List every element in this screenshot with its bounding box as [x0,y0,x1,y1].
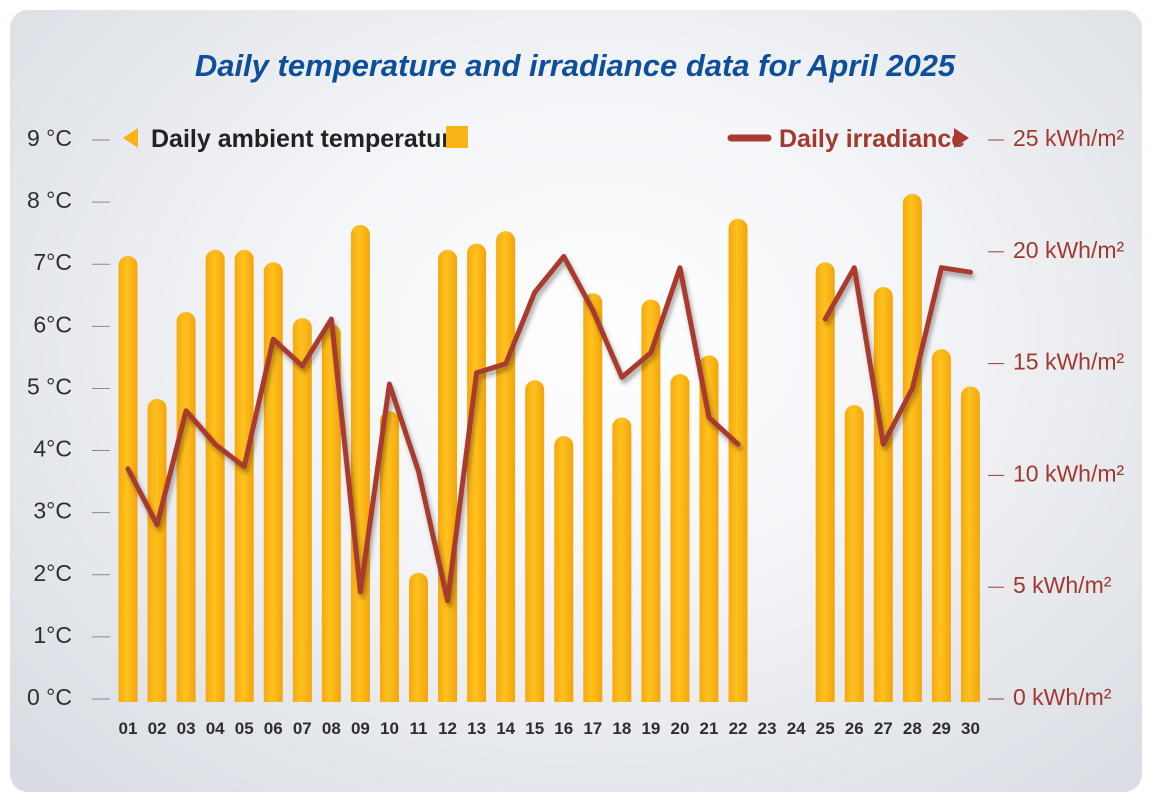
temperature-bar-03 [176,311,196,702]
left-y-tick-label: 2°C [33,560,72,586]
right-y-tick-label: 20 kWh/m² [1013,237,1125,263]
x-tick-label-27: 27 [874,719,893,738]
x-tick-label-12: 12 [438,719,457,738]
temperature-bar-19 [641,299,661,702]
temperature-bar-27 [873,287,893,702]
x-tick-label-01: 01 [119,719,138,738]
x-tick-label-08: 08 [322,719,341,738]
right-y-tick-label: 5 kWh/m² [1013,572,1112,598]
x-tick-label-20: 20 [670,719,689,738]
legend-irradiance: Daily irradiance [727,125,969,153]
left-y-tick-label: 3°C [33,498,72,524]
left-y-tick-label: 7°C [33,249,72,275]
x-tick-label-06: 06 [264,719,283,738]
temperature-bar-06 [263,262,283,702]
x-tick-label-04: 04 [206,719,225,738]
temperature-bar-09 [350,224,370,702]
left-y-tick-label: 8 °C [27,187,72,213]
legend-temperature-left-arrow-icon [123,128,138,148]
x-tick-label-29: 29 [932,719,951,738]
right-y-tick-label: 0 kWh/m² [1013,684,1112,710]
left-y-tick-label: 1°C [33,622,72,648]
left-y-tick-label: 5 °C [27,373,72,399]
left-y-tick-label: 0 °C [27,684,72,710]
x-tick-label-22: 22 [729,719,748,738]
x-tick-label-23: 23 [758,719,777,738]
x-tick-label-14: 14 [496,719,515,738]
temperature-bar-05 [234,249,254,703]
temperature-bar-25 [815,262,835,702]
legend-temperature-swatch-icon [446,126,468,148]
temperature-bars [118,193,980,703]
x-tick-label-17: 17 [583,719,602,738]
temperature-bar-10 [379,411,399,702]
x-tick-label-18: 18 [612,719,631,738]
x-tick-label-21: 21 [700,719,719,738]
x-tick-label-15: 15 [525,719,544,738]
x-tick-label-02: 02 [148,719,167,738]
legend-temperature-label: Daily ambient temperature [151,125,465,153]
irradiance-line-segment-1 [125,254,741,604]
temperature-bar-13 [467,243,487,702]
temperature-bar-21 [699,355,719,702]
chart-svg: Daily temperature and irradiance data fo… [27,48,1125,738]
x-tick-label-05: 05 [235,719,254,738]
x-tick-label-13: 13 [467,719,486,738]
x-tick-label-28: 28 [903,719,922,738]
right-y-tick-label: 10 kWh/m² [1013,460,1125,486]
x-tick-label-11: 11 [410,719,428,738]
x-tick-label-25: 25 [816,719,835,738]
temperature-bar-30 [960,386,980,702]
left-y-axis: 0 °C 1°C 2°C 3°C 4°C 5 °C 6°C 7°C 8 °C 9 °C [27,125,110,710]
right-y-tick-label: 15 kWh/m² [1013,349,1125,375]
temperature-bar-12 [438,249,458,703]
temperature-bar-04 [205,249,225,703]
temperature-bar-11 [409,572,428,702]
temperature-bar-15 [525,380,545,702]
x-tick-label-03: 03 [177,719,196,738]
x-tick-label-10: 10 [380,719,399,738]
x-tick-label-09: 09 [351,719,370,738]
legend-temperature: Daily ambient temperature [123,125,468,153]
temperature-bar-28 [902,193,922,702]
irradiance-line-segment-2 [822,265,973,447]
x-tick-label-16: 16 [554,719,573,738]
x-tick-label-24: 24 [787,719,806,738]
temperature-bar-26 [844,405,864,702]
temperature-bar-16 [554,436,574,702]
temperature-bar-18 [612,417,632,702]
x-tick-label-19: 19 [641,719,660,738]
temperature-bar-01 [118,256,138,702]
x-tick-label-30: 30 [961,719,980,738]
x-tick-label-07: 07 [293,719,312,738]
legend-irradiance-right-arrow-icon [954,128,969,148]
temperature-bar-29 [931,349,951,702]
chart-card: Daily temperature and irradiance data fo… [10,10,1142,792]
chart-title: Daily temperature and irradiance data fo… [195,48,956,83]
temperature-bar-17 [583,293,603,702]
temperature-bar-20 [670,374,690,702]
temperature-bar-07 [292,318,312,702]
left-y-tick-label: 9 °C [27,125,72,151]
irradiance-line [125,254,973,604]
left-y-tick-label: 6°C [33,311,72,337]
left-y-tick-label: 4°C [33,436,72,462]
legend-irradiance-label: Daily irradiance [779,125,965,153]
x-axis-tick-labels: 01 02 03 04 05 06 07 08 09 10 11 12 13 14 15 16 17 18 19 20… [119,719,980,738]
x-tick-label-26: 26 [845,719,864,738]
temperature-bar-08 [321,324,341,702]
temperature-bar-14 [496,231,516,702]
temperature-bar-22 [728,218,748,703]
temperature-bar-02 [147,398,167,702]
right-y-tick-label: 25 kWh/m² [1013,125,1125,151]
right-y-axis: 0 kWh/m² 5 kWh/m² 10 kWh/m² 15 kWh/m² 20 kWh… [988,125,1125,710]
